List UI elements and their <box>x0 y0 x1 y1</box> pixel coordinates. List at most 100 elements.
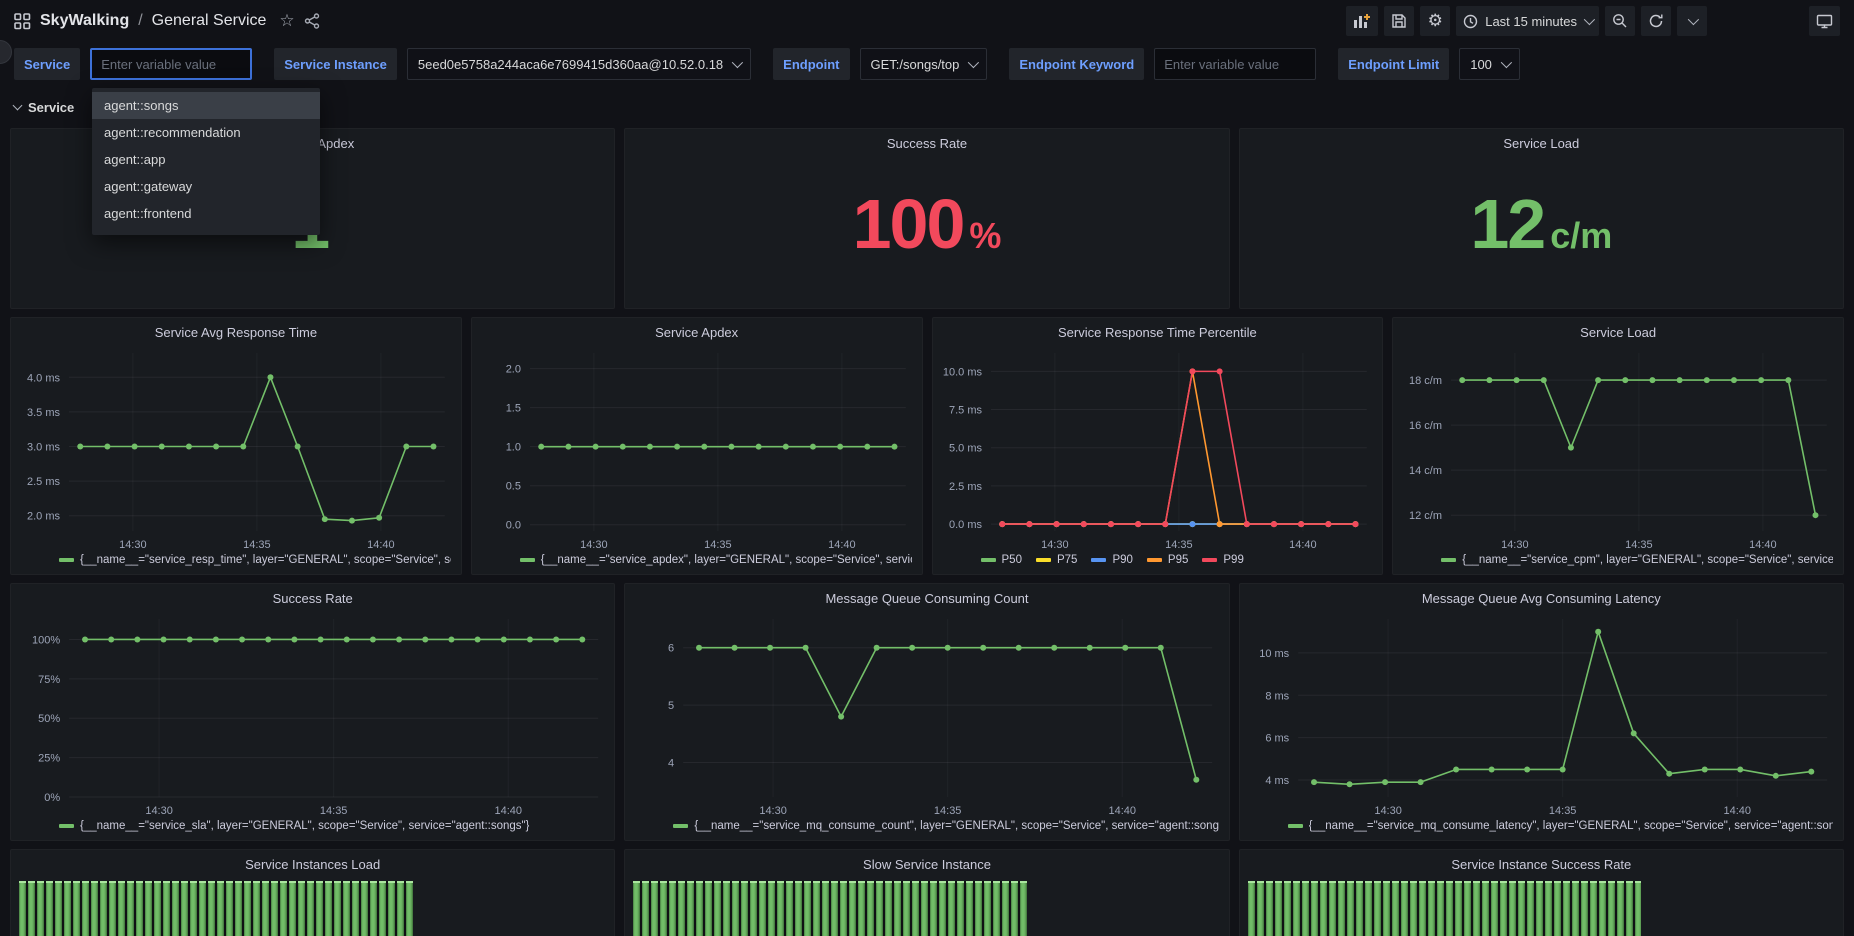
panel-service-load-stat: Service Load 12 c/m <box>1238 128 1844 309</box>
legend-label[interactable]: {__name__="service_sla", layer="GENERAL"… <box>80 820 530 832</box>
refresh-button[interactable] <box>1641 6 1671 36</box>
panel-mq-avg-consuming-latency: Message Queue Avg Consuming Latency 10 m… <box>1238 583 1844 841</box>
legend-item[interactable]: P99 <box>1202 554 1244 566</box>
zoom-out-time-button[interactable] <box>1605 6 1635 36</box>
legend-swatch <box>1146 558 1162 562</box>
legend-swatch <box>1091 558 1107 562</box>
timeseries-chart[interactable]: 18 c/m 16 c/m 14 c/m 12 c/m 14:30 14:35 14:40 <box>1393 343 1843 553</box>
template-variables-bar: Service Service Instance 5eed0e5758a244a… <box>0 42 1854 86</box>
panel-title[interactable]: Message Queue Avg Consuming Latency <box>1421 591 1661 606</box>
panel-title[interactable]: Service Apdex <box>655 325 739 340</box>
chevron-down-icon <box>731 56 744 69</box>
svg-text:4: 4 <box>668 758 674 770</box>
legend-item[interactable]: {__name__="service_sla", layer="GENERAL"… <box>59 820 529 832</box>
dropdown-option[interactable]: agent::app <box>104 152 166 167</box>
breadcrumb-page[interactable]: General Service <box>151 12 267 29</box>
endpoint-limit-variable-value[interactable]: 100 <box>1459 48 1520 80</box>
svg-text:0.5: 0.5 <box>505 481 520 493</box>
dropdown-option[interactable]: agent::recommendation <box>104 125 241 140</box>
row-header-service[interactable]: Service <box>12 96 1854 118</box>
timeseries-chart[interactable]: 10 ms 8 ms 6 ms 4 ms 14:30 14:35 14:40 <box>1240 609 1843 819</box>
svg-text:14:40: 14:40 <box>367 539 395 551</box>
dropdown-option[interactable]: agent::frontend <box>104 206 192 221</box>
timeseries-row-1: Service Avg Response Time 4.0 ms 3.5 ms 3.… <box>10 317 1844 575</box>
timeseries-chart[interactable]: 10.0 ms 7.5 ms 5.0 ms 2.5 ms 0.0 ms 14:30 14:3… <box>933 343 1383 553</box>
svg-text:1.5: 1.5 <box>505 403 520 415</box>
legend-label[interactable]: {__name__="service_resp_time", layer="GE… <box>80 554 451 566</box>
panel-title[interactable]: Service Instance Success Rate <box>1451 857 1632 872</box>
svg-text:14:35: 14:35 <box>1165 539 1193 551</box>
settings-gear-icon[interactable]: ⚙ <box>1420 6 1451 36</box>
svg-text:10.0 ms: 10.0 ms <box>942 366 982 378</box>
save-dashboard-button[interactable] <box>1384 6 1415 36</box>
bar-gauge[interactable] <box>19 881 413 936</box>
legend-label[interactable]: P99 <box>1223 554 1244 566</box>
dropdown-option[interactable]: agent::songs <box>92 92 320 119</box>
legend-label[interactable]: {__name__="service_mq_consume_count", la… <box>694 820 1219 832</box>
legend-label[interactable]: {__name__="service_mq_consume_latency", … <box>1308 820 1833 832</box>
service-instance-variable-value[interactable]: 5eed0e5758a244aca6e7699415d360aa@10.52.0… <box>406 48 752 80</box>
panel-title[interactable]: Success Rate <box>886 136 968 151</box>
legend-label[interactable]: P95 <box>1167 554 1189 566</box>
svg-text:14:40: 14:40 <box>1749 539 1777 551</box>
panel-service-instance-success-rate: Service Instance Success Rate <box>1238 849 1844 936</box>
favorite-star-icon[interactable]: ☆ <box>279 11 295 30</box>
legend-label[interactable]: {__name__="service_cpm", layer="GENERAL"… <box>1462 554 1833 566</box>
svg-text:14:35: 14:35 <box>320 805 348 817</box>
service-variable-input[interactable] <box>90 48 253 80</box>
panel-title[interactable]: Message Queue Consuming Count <box>825 591 1029 606</box>
legend-swatch <box>59 558 74 562</box>
legend-item[interactable]: {__name__="service_apdex", layer="GENERA… <box>519 554 912 566</box>
legend-label[interactable]: P75 <box>1056 554 1078 566</box>
svg-text:1.0: 1.0 <box>505 442 520 454</box>
refresh-interval-dropdown[interactable] <box>1677 6 1707 36</box>
legend-label[interactable]: {__name__="service_apdex", layer="GENERA… <box>540 554 912 566</box>
legend-item[interactable]: {__name__="service_resp_time", layer="GE… <box>59 554 451 566</box>
bar-gauge[interactable] <box>633 881 1027 936</box>
panel-title[interactable]: Success Rate <box>272 591 353 606</box>
legend-item[interactable]: P75 <box>1035 554 1078 566</box>
svg-text:75%: 75% <box>38 674 60 686</box>
share-icon[interactable] <box>304 13 320 29</box>
panel-title[interactable]: Service Load <box>1503 136 1580 151</box>
chevron-down-icon <box>12 100 23 111</box>
apps-grid-icon[interactable] <box>14 12 31 30</box>
svg-text:14:35: 14:35 <box>934 805 962 817</box>
bar-gauge[interactable] <box>1247 881 1642 936</box>
legend-label[interactable]: P90 <box>1112 554 1133 566</box>
legend-item[interactable]: {__name__="service_mq_consume_count", la… <box>673 820 1219 832</box>
timeseries-chart[interactable]: 2.0 1.5 1.0 0.5 0.0 14:30 14:35 14:40 <box>472 343 922 553</box>
time-range-picker[interactable]: Last 15 minutes <box>1456 6 1599 36</box>
breadcrumb-app[interactable]: SkyWalking <box>40 12 130 29</box>
panel-title[interactable]: Service Load <box>1580 325 1657 340</box>
svg-text:3.5 ms: 3.5 ms <box>27 407 60 419</box>
chevron-down-icon <box>968 56 980 69</box>
service-variable-label: Service <box>14 48 81 80</box>
panel-service-response-time-percentile: Service Response Time Percentile 10.0 ms… <box>931 317 1384 575</box>
endpoint-variable-value[interactable]: GET:/songs/top <box>859 48 988 80</box>
legend-label[interactable]: P50 <box>1001 554 1022 566</box>
legend-item[interactable]: {__name__="service_cpm", layer="GENERAL"… <box>1441 554 1833 566</box>
panel-title[interactable]: Slow Service Instance <box>863 857 991 872</box>
panel-title[interactable]: Service Instances Load <box>245 857 381 872</box>
timeseries-chart[interactable]: 4.0 ms 3.5 ms 3.0 ms 2.5 ms 2.0 ms 14:30 14:35… <box>11 343 461 553</box>
legend-swatch <box>1202 558 1218 562</box>
panel-service-avg-response-time: Service Avg Response Time 4.0 ms 3.5 ms 3.… <box>10 317 462 575</box>
kiosk-mode-button[interactable] <box>1809 6 1840 36</box>
panel-title[interactable]: Service Response Time Percentile <box>1058 325 1257 340</box>
endpoint-keyword-input[interactable] <box>1154 48 1317 80</box>
endpoint-limit-variable-label: Endpoint Limit <box>1338 48 1450 80</box>
stat-number: 100 <box>852 185 966 263</box>
chevron-down-icon <box>1500 56 1512 69</box>
add-panel-button[interactable] <box>1346 6 1379 36</box>
legend-item[interactable]: P95 <box>1146 554 1189 566</box>
breadcrumb-separator: / <box>138 12 143 29</box>
panel-title[interactable]: Service Avg Response Time <box>154 325 318 340</box>
legend-item[interactable]: P50 <box>980 554 1022 566</box>
legend-item[interactable]: {__name__="service_mq_consume_latency", … <box>1287 820 1833 832</box>
top-navbar: SkyWalking / General Service ☆ ⚙ Last 15… <box>0 0 1854 42</box>
timeseries-chart[interactable]: 100% 75% 50% 25% 0% 14:30 14:35 14:40 <box>11 609 614 819</box>
dropdown-option[interactable]: agent::gateway <box>104 179 193 194</box>
timeseries-chart[interactable]: 6 5 4 14:30 14:35 14:40 <box>625 609 1228 819</box>
legend-item[interactable]: P90 <box>1091 554 1133 566</box>
